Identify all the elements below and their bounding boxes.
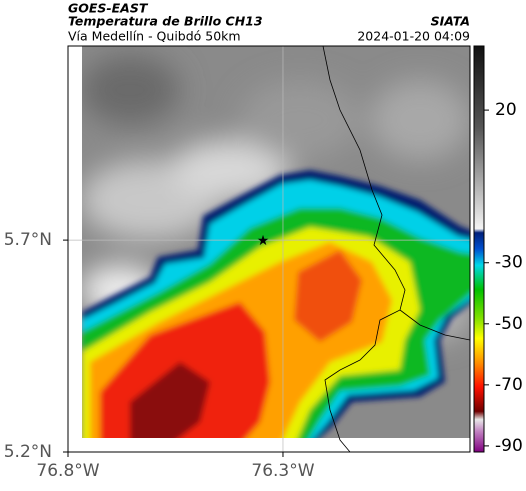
satellite: GOES-EAST [68,1,149,16]
colorbar-tick-label: 20 [495,100,517,120]
y-tick-label: 5.7°N [4,230,52,250]
location-star: ★ [257,233,270,249]
satellite-image [82,46,470,438]
source: SIATA [431,14,470,29]
colorbar-tick-label: -90 [495,436,523,456]
product: Temperatura de Brillo CH13 [68,14,263,29]
colorbar-tick-label: -70 [495,375,523,395]
x-tick-label: 76.8°W [36,461,99,481]
borders [322,45,471,453]
x-tick-label: 76.3°W [251,461,314,481]
datetime: 2024-01-20 04:09 [357,29,470,44]
y-tick-label: 5.2°N [4,442,52,462]
colorbar-tick-label: -50 [495,314,523,334]
route: Vía Medellín - Quibdó 50km [68,29,241,44]
map-frame [67,45,471,453]
colorbar [473,45,485,453]
colorbar-tick-label: -30 [495,253,523,273]
